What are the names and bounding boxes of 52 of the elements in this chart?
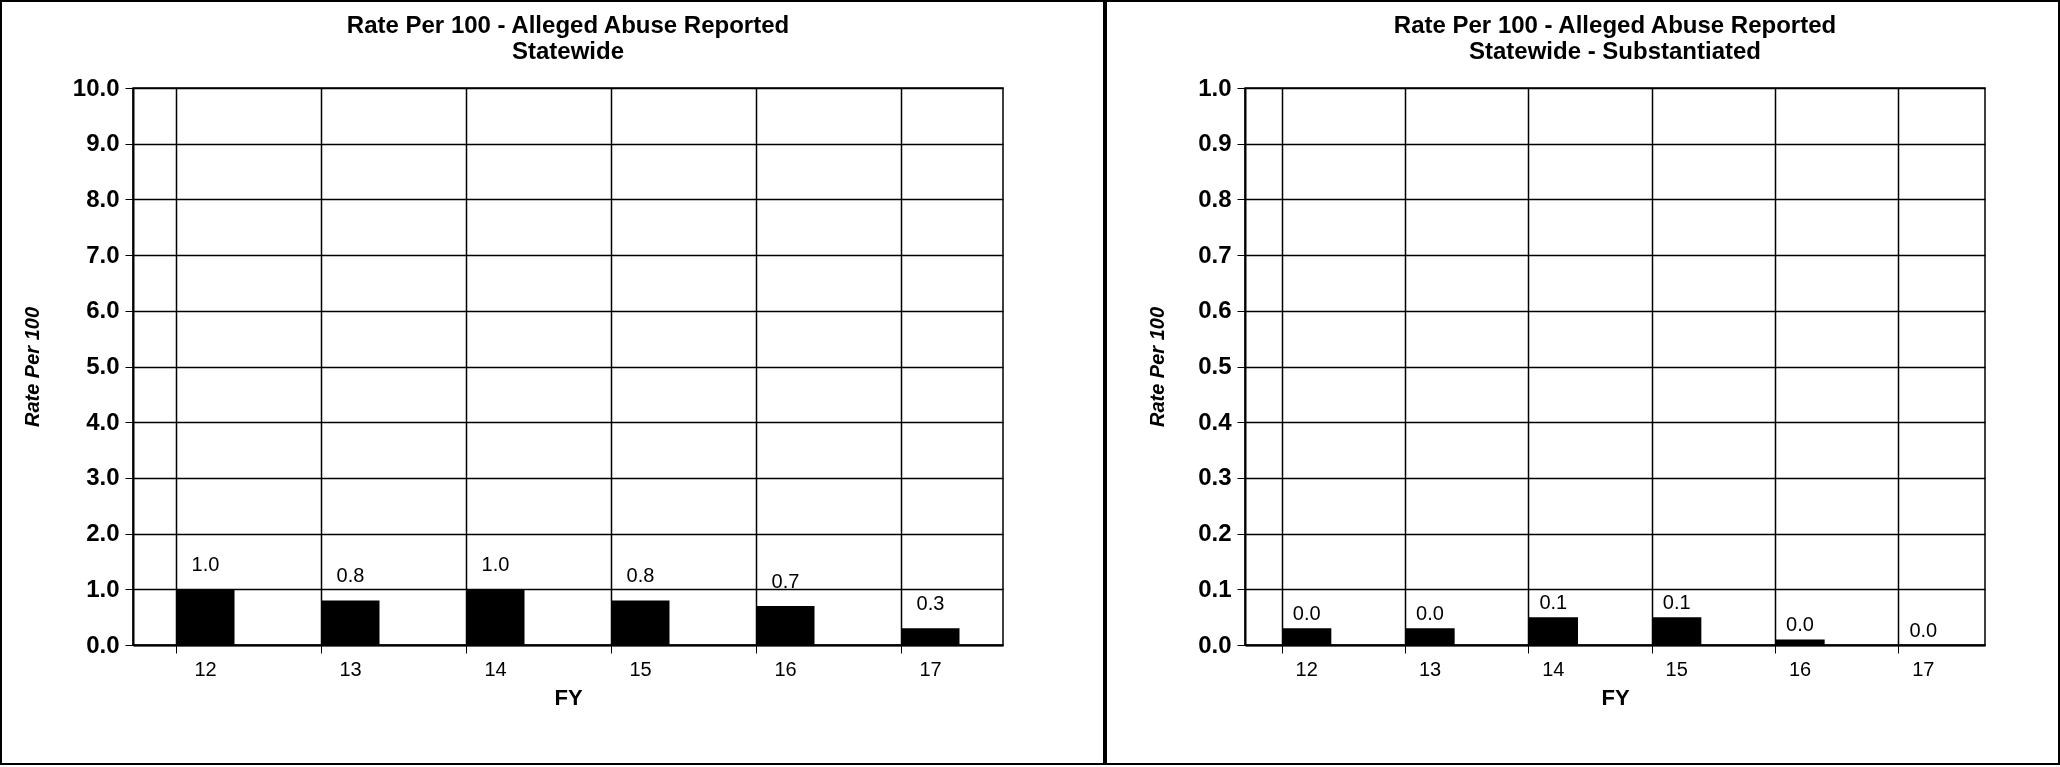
y-axis-title: Rate Per 100: [20, 306, 43, 428]
y-tick-label: 0.7: [1198, 240, 1232, 268]
y-tick-label: 0.0: [1198, 630, 1232, 658]
y-tick-label: 3.0: [86, 463, 120, 491]
x-tick-label: 15: [629, 657, 652, 680]
data-label: 0.0: [1786, 613, 1814, 636]
y-tick-label: 1.0: [1198, 73, 1232, 101]
y-tick-label: 2.0: [86, 519, 120, 547]
y-tick-label: 10.0: [72, 73, 120, 101]
y-tick-label: 0.0: [86, 630, 120, 658]
data-label: 0.7: [771, 570, 800, 593]
data-label: 0.0: [1416, 602, 1444, 625]
y-tick-label: 9.0: [86, 129, 120, 157]
x-tick-label: 13: [339, 657, 362, 680]
data-label: 1.0: [481, 553, 510, 576]
x-tick-label: 17: [919, 657, 942, 680]
data-label: 0.8: [336, 564, 365, 587]
x-tick-label: 13: [1418, 657, 1442, 680]
data-label: 0.3: [916, 592, 945, 615]
y-tick-label: 0.1: [1198, 574, 1232, 602]
y-tick-label: 5.0: [86, 352, 120, 379]
y-tick-label: 0.9: [1198, 129, 1232, 157]
y-tick-label: 0.8: [1198, 184, 1232, 212]
x-axis-title: FY: [554, 684, 583, 710]
x-tick-label: 16: [1788, 657, 1812, 680]
data-label: 0.0: [1292, 602, 1321, 625]
data-label: 0.1: [1662, 591, 1691, 614]
data-label: 0.0: [1909, 619, 1938, 641]
y-tick-label: 4.0: [86, 407, 120, 435]
y-tick-label: 0.3: [1198, 463, 1232, 491]
y-tick-label: 7.0: [86, 240, 120, 268]
x-axis-title: FY: [1601, 684, 1630, 710]
x-tick-label: 14: [484, 657, 507, 680]
chart-title: Rate Per 100 - Alleged Abuse Reported Statewide - Substantiated: [1393, 11, 1837, 64]
y-tick-label: 8.0: [86, 184, 120, 212]
y-tick-label: 1.0: [86, 574, 120, 602]
x-tick-label: 17: [1912, 657, 1935, 680]
y-tick-label: 0.5: [1198, 352, 1232, 379]
y-tick-label: 0.2: [1198, 519, 1232, 547]
chart-title: Rate Per 100 - Alleged Abuse Reported Statewide: [346, 11, 790, 64]
data-label: 0.8: [626, 564, 655, 587]
data-label: 1.0: [191, 553, 220, 576]
x-tick-label: 12: [194, 657, 217, 680]
x-tick-label: 16: [774, 657, 797, 680]
x-tick-label: 12: [1295, 657, 1318, 680]
y-axis-title: Rate Per 100: [1146, 306, 1169, 428]
y-tick-label: 6.0: [86, 296, 120, 324]
x-tick-label: 15: [1665, 657, 1688, 680]
data-label: 0.1: [1539, 591, 1568, 614]
y-tick-label: 0.6: [1198, 296, 1232, 324]
y-tick-label: 0.4: [1198, 407, 1233, 435]
x-tick-label: 14: [1542, 657, 1565, 680]
